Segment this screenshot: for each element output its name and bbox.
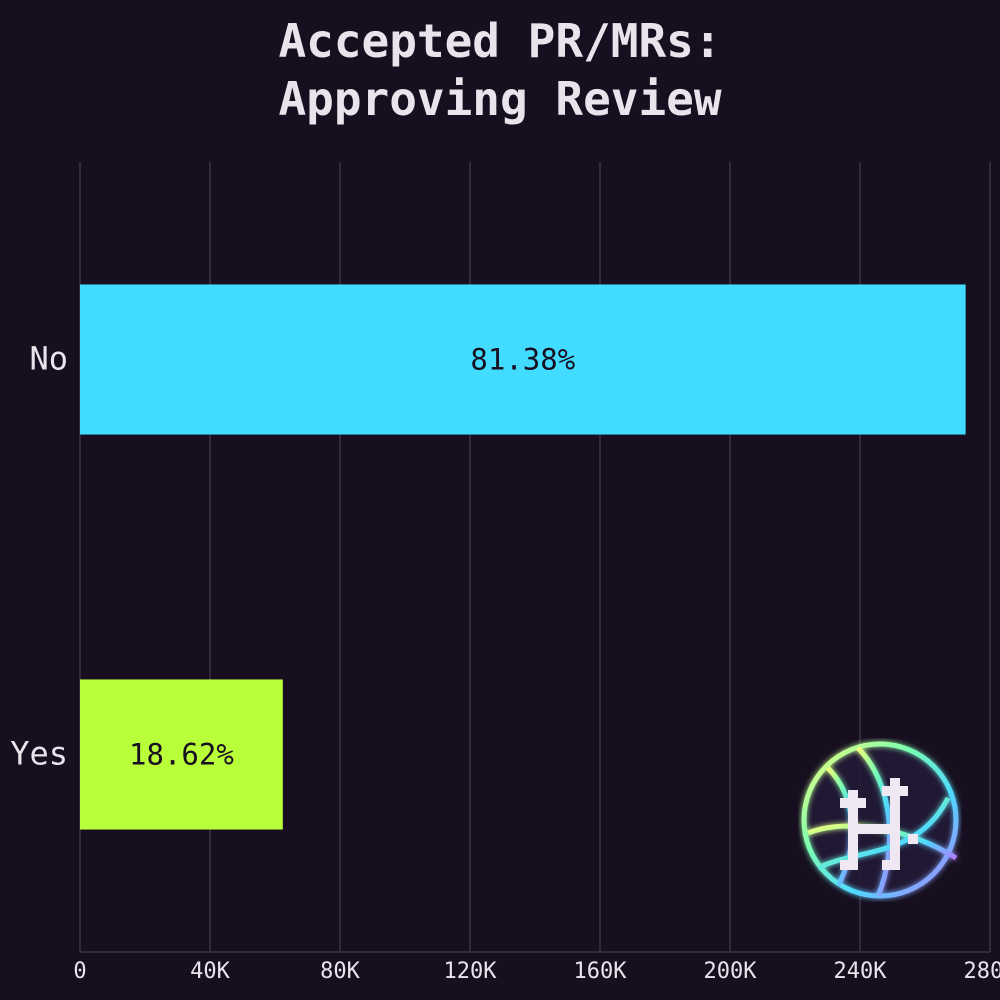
bars	[80, 284, 966, 830]
x-tick-label: 40K	[190, 959, 230, 984]
category-label-yes: Yes	[10, 735, 68, 773]
category-labels: No Yes	[10, 340, 68, 773]
category-label-no: No	[29, 340, 68, 378]
x-tick-label: 160K	[574, 959, 628, 984]
x-axis-tick-labels: 0 40K 80K 120K 160K 200K 240K 280K	[73, 959, 1000, 984]
chart-title-line-1: Accepted PR/MRs:	[278, 14, 722, 68]
x-tick-label: 200K	[704, 959, 758, 984]
x-tick-label: 120K	[444, 959, 498, 984]
globe-pixel-h-logo-icon	[801, 741, 959, 899]
x-tick-label: 240K	[834, 959, 888, 984]
data-label-yes: 18.62%	[129, 738, 234, 772]
data-label-no: 81.38%	[470, 343, 575, 377]
chart-title: Accepted PR/MRs: Approving Review	[0, 12, 1000, 128]
chart-title-line-2: Approving Review	[278, 72, 722, 126]
data-labels: 81.38% 18.62%	[129, 343, 575, 772]
bar-no	[80, 284, 966, 435]
x-tick-label: 280K	[964, 959, 1000, 984]
x-tick-label: 80K	[320, 959, 360, 984]
x-tick-label: 0	[73, 959, 86, 984]
bar-yes	[80, 679, 283, 830]
